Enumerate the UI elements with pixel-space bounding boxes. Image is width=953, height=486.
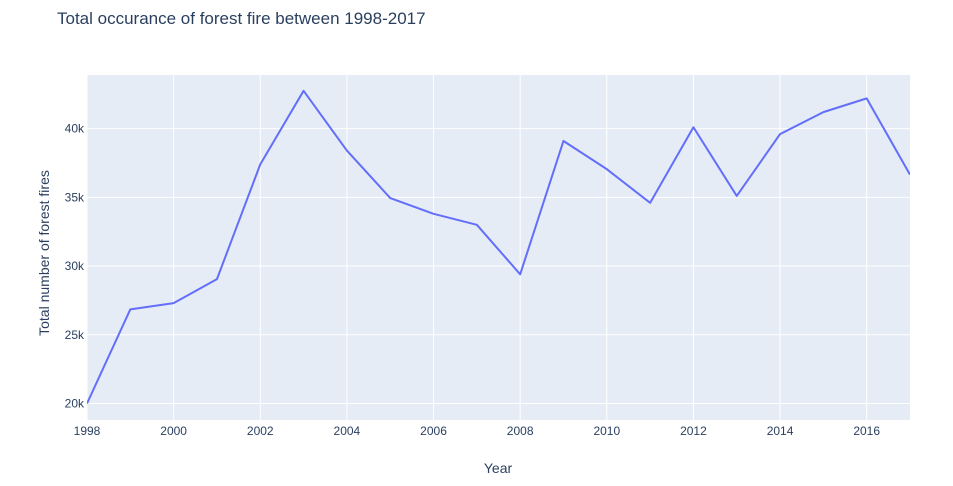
x-gridlines	[86, 75, 868, 420]
x-tick-label: 2012	[680, 424, 707, 438]
x-tick-label: 2010	[593, 424, 620, 438]
x-tick-label: 2016	[853, 424, 880, 438]
x-tick-label: 2014	[767, 424, 794, 438]
y-axis-label: Total number of forest fires	[36, 170, 52, 336]
chart-title: Total occurance of forest fire between 1…	[57, 9, 426, 28]
y-axis-ticks: 20k 25k 30k 35k 40k	[65, 122, 85, 411]
x-tick-label: 2004	[334, 424, 361, 438]
x-tick-label: 1998	[74, 424, 101, 438]
x-axis-label: Year	[483, 460, 513, 476]
x-tick-label: 2006	[420, 424, 447, 438]
x-tick-label: 2008	[507, 424, 534, 438]
x-tick-label: 2002	[247, 424, 274, 438]
y-tick-label: 25k	[65, 328, 85, 342]
y-gridlines	[87, 128, 910, 405]
x-axis-ticks: 1998 2000 2002 2004 2006 2008 2010 2012 2014 2016	[74, 424, 881, 438]
series-layer	[87, 89, 910, 404]
plot-background	[87, 75, 910, 420]
x-tick-label: 2000	[160, 424, 187, 438]
y-tick-label: 40k	[65, 122, 85, 136]
y-tick-label: 35k	[65, 190, 85, 204]
series-line	[87, 89, 910, 404]
y-tick-label: 20k	[65, 397, 85, 411]
y-tick-label: 30k	[65, 259, 85, 273]
